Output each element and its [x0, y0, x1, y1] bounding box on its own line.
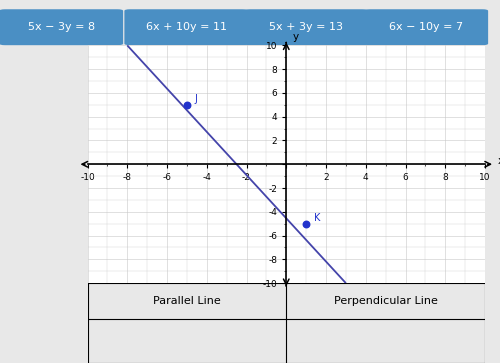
- Text: 5x + 3y = 13: 5x + 3y = 13: [269, 22, 343, 32]
- Text: 6x − 10y = 7: 6x − 10y = 7: [389, 22, 464, 32]
- Text: J: J: [195, 94, 198, 103]
- Text: K: K: [314, 212, 320, 223]
- Text: x: x: [498, 156, 500, 166]
- Text: Perpendicular Line: Perpendicular Line: [334, 296, 438, 306]
- Text: Parallel Line: Parallel Line: [153, 296, 221, 306]
- Point: [302, 221, 310, 227]
- Text: 6x + 10y = 11: 6x + 10y = 11: [146, 22, 227, 32]
- Text: y: y: [293, 32, 299, 42]
- FancyBboxPatch shape: [124, 9, 248, 45]
- FancyBboxPatch shape: [244, 9, 368, 45]
- FancyBboxPatch shape: [364, 9, 488, 45]
- FancyBboxPatch shape: [0, 9, 123, 45]
- Point: [183, 102, 191, 108]
- Text: 5x − 3y = 8: 5x − 3y = 8: [28, 22, 95, 32]
